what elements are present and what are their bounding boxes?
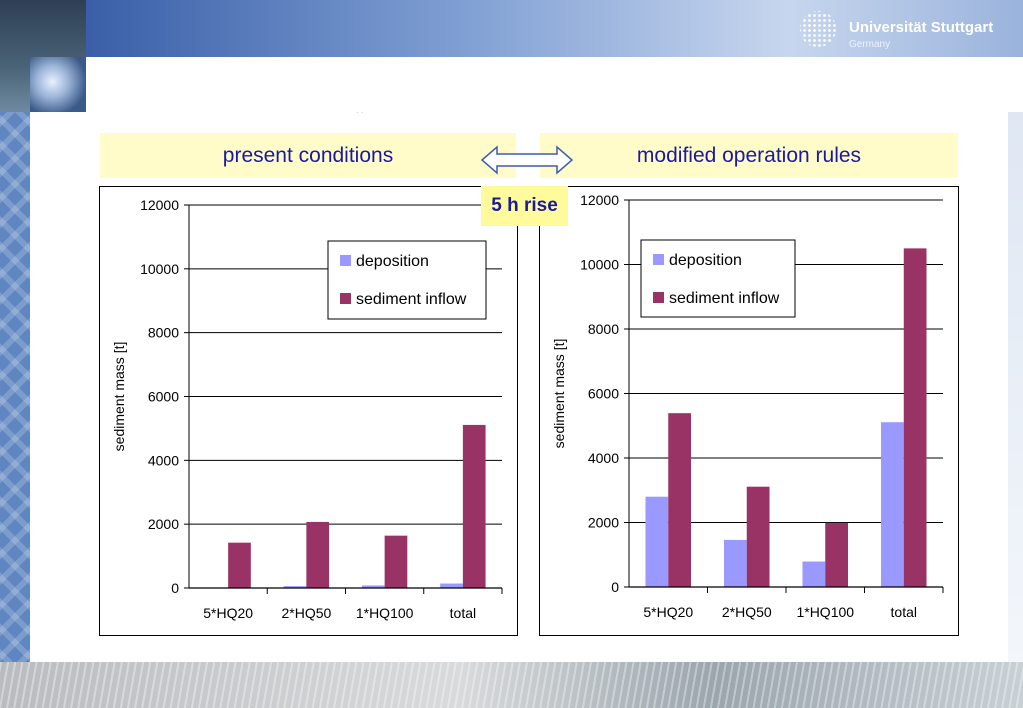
university-seal-icon (797, 8, 839, 50)
chart-left-frame: 0 2000 4000 6000 8000 10000 12000 5*HQ20 2*HQ50 1… (99, 186, 518, 636)
chart-right-frame: 0 2000 4000 6000 8000 10000 12000 5*HQ20 2*HQ50 1… (539, 186, 959, 636)
chart-present-conditions: 0 2000 4000 6000 8000 10000 12000 5*HQ20 2*HQ50 1… (111, 197, 503, 621)
legend-label-sediment-inflow: sediment inflow (669, 290, 780, 307)
legend-swatch-sediment-inflow (340, 293, 351, 304)
y-axis-label: sediment mass [t] (551, 339, 567, 449)
bar-sediment-inflow-3 (462, 424, 486, 588)
y-tick-label: 12000 (140, 197, 179, 213)
y-tick-label: 0 (611, 579, 619, 595)
y-tick-label: 8000 (148, 325, 179, 341)
bar-deposition-0 (645, 496, 669, 587)
y-tick-label: 2000 (148, 516, 179, 532)
y-tick-label: 6000 (588, 386, 619, 402)
left-decorative-strip (0, 112, 30, 708)
legend-swatch-deposition (340, 255, 351, 266)
header-band (86, 0, 1023, 57)
bar-deposition-2 (802, 561, 826, 587)
x-tick-label: total (450, 605, 476, 621)
y-tick-label: 10000 (140, 261, 179, 277)
y-tick-label: 2000 (588, 515, 619, 531)
decorative-mark: · · (356, 108, 364, 117)
y-tick-label: 4000 (148, 452, 179, 468)
left-panel-title: present conditions (100, 133, 516, 178)
x-tick-label: 2*HQ50 (722, 604, 772, 620)
right-panel-title: modified operation rules (540, 133, 958, 178)
x-tick-label: 5*HQ20 (203, 605, 253, 621)
header-photo (30, 57, 86, 112)
bar-deposition-1 (723, 539, 747, 587)
x-tick-label: 2*HQ50 (281, 605, 331, 621)
y-axis-label: sediment mass [t] (111, 342, 127, 452)
university-country: Germany (849, 39, 891, 50)
y-tick-label: 8000 (588, 321, 619, 337)
legend-label-deposition: deposition (356, 253, 429, 270)
legend-box (327, 240, 487, 320)
legend-label-deposition: deposition (669, 252, 742, 269)
right-decorative-strip (1008, 112, 1023, 662)
double-arrow-icon (480, 145, 574, 175)
university-logo: Universität Stuttgart Germany (797, 8, 1012, 52)
bar-sediment-inflow-1 (746, 486, 770, 587)
university-name: Universität Stuttgart (849, 19, 994, 36)
y-tick-label: 0 (171, 580, 179, 596)
bar-deposition-2 (361, 585, 385, 588)
bar-sediment-inflow-0 (668, 413, 692, 587)
bar-sediment-inflow-0 (228, 542, 251, 588)
legend-label-sediment-inflow: sediment inflow (356, 291, 467, 308)
legend-box (640, 239, 796, 318)
bar-deposition-3 (440, 583, 463, 588)
y-tick-label: 6000 (148, 389, 179, 405)
y-tick-label: 10000 (580, 257, 619, 273)
x-tick-label: 1*HQ100 (796, 604, 854, 620)
bar-sediment-inflow-2 (384, 535, 408, 588)
bar-sediment-inflow-1 (306, 521, 330, 588)
bar-sediment-inflow-2 (825, 522, 849, 587)
x-tick-label: 1*HQ100 (356, 605, 414, 621)
x-tick-label: total (891, 604, 917, 620)
y-tick-label: 4000 (588, 450, 619, 466)
bar-sediment-inflow-3 (903, 248, 927, 587)
legend-swatch-deposition (653, 254, 664, 265)
x-tick-label: 5*HQ20 (643, 604, 693, 620)
rise-annotation: 5 h rise (481, 186, 568, 226)
legend-swatch-sediment-inflow (653, 292, 664, 303)
bar-deposition-1 (283, 586, 307, 588)
chart-modified-operation-rules: 0 2000 4000 6000 8000 10000 12000 5*HQ20 2*HQ50 1… (551, 192, 944, 620)
bar-deposition-3 (880, 422, 904, 587)
y-tick-label: 12000 (580, 192, 619, 208)
footer-photo-band (0, 662, 1023, 708)
